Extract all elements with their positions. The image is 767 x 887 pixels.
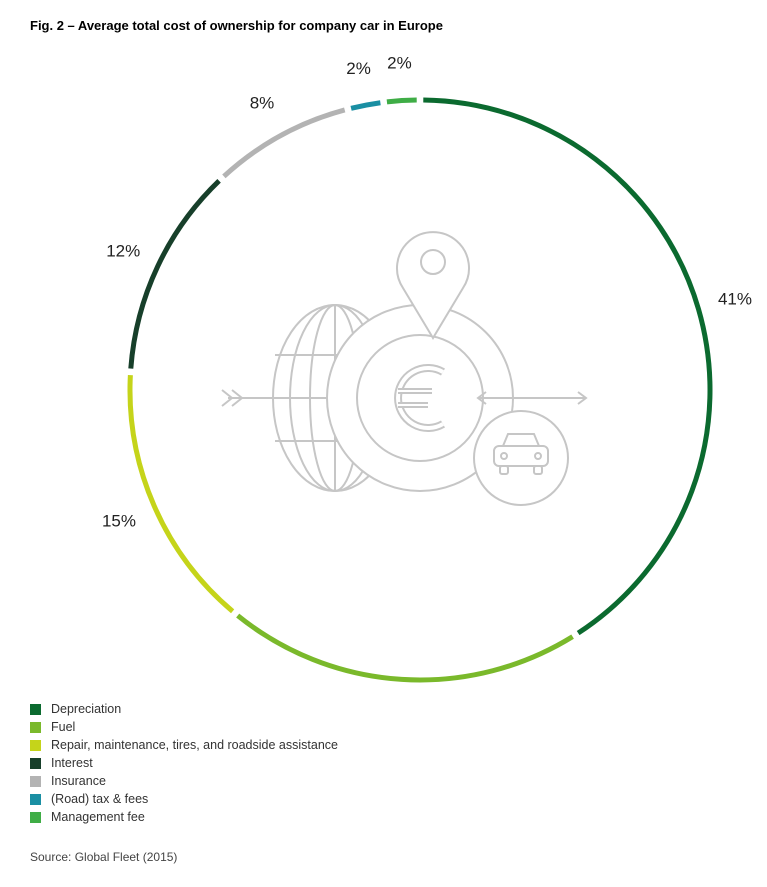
legend-item: Repair, maintenance, tires, and roadside… — [30, 736, 338, 754]
legend-item: Management fee — [30, 808, 338, 826]
slice-value-label: 41% — [718, 289, 752, 308]
legend-swatch — [30, 739, 41, 751]
legend-item: Interest — [30, 754, 338, 772]
legend-label: Interest — [51, 756, 93, 770]
legend-label: Depreciation — [51, 702, 122, 716]
legend-item: (Road) tax & fees — [30, 790, 338, 808]
legend-item: Depreciation — [30, 700, 338, 718]
donut-arcs — [127, 97, 713, 683]
center-illustration-icon — [221, 231, 588, 506]
donut-slice-repair-maintenance-tires-and-roadside-assistance — [127, 374, 235, 614]
legend-label: Repair, maintenance, tires, and roadside… — [51, 738, 338, 752]
legend-swatch — [30, 775, 41, 787]
slice-value-label: 2% — [346, 59, 371, 78]
legend-swatch — [30, 721, 41, 733]
percentage-labels: 41%20%15%12%8%2%2% — [102, 54, 752, 531]
donut-chart: 41%20%15%12%8%2%2% — [102, 54, 752, 683]
legend: Depreciation Fuel Repair, maintenance, tir… — [30, 700, 338, 826]
legend-label: Fuel — [51, 720, 76, 734]
legend-label: Insurance — [51, 774, 106, 788]
donut-slice-management-fee — [386, 97, 417, 105]
donut-slice-road-tax-fees — [350, 100, 381, 111]
chart-title: Fig. 2 – Average total cost of ownership… — [30, 18, 443, 33]
legend-label: (Road) tax & fees — [51, 792, 149, 806]
location-pin-icon — [396, 231, 470, 340]
legend-swatch — [30, 793, 41, 805]
donut-slice-insurance — [222, 107, 346, 179]
donut-slice-interest — [128, 179, 221, 369]
slice-value-label: 15% — [102, 511, 136, 530]
legend-swatch — [30, 811, 41, 823]
slice-value-label: 12% — [106, 241, 140, 260]
double-arrow-icon — [476, 391, 588, 405]
slice-value-label: 2% — [387, 54, 412, 73]
legend-item: Fuel — [30, 718, 338, 736]
slice-value-label: 8% — [250, 94, 275, 113]
legend-item: Insurance — [30, 772, 338, 790]
legend-label: Management fee — [51, 810, 145, 824]
legend-swatch — [30, 703, 41, 715]
source-note: Source: Global Fleet (2015) — [30, 850, 178, 864]
arrow-left-icon — [221, 389, 275, 407]
donut-slice-fuel — [236, 613, 574, 683]
car-icon — [473, 410, 569, 506]
donut-slice-depreciation — [423, 97, 713, 636]
legend-swatch — [30, 757, 41, 769]
